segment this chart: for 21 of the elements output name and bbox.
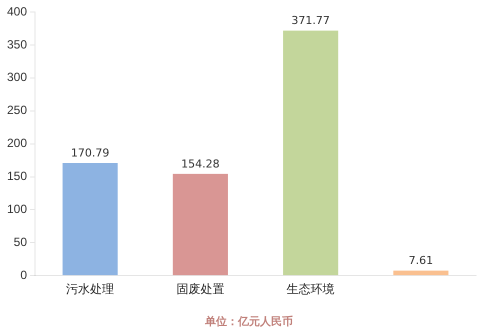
bar [393,270,448,276]
data-label: 371.77 [291,14,330,27]
y-tick-label: 50 [14,234,28,249]
text: 单位：亿元人民币 [205,314,293,329]
y-tick-label: 400 [6,4,28,18]
data-label: 7.61 [408,254,434,267]
x-tick-label: 固废处置 [176,282,224,296]
y-tick-label: 100 [6,202,28,216]
y-tick-label: 300 [6,70,28,84]
y-tick-label: 350 [6,37,28,52]
y-tick-label: 0 [20,268,28,282]
bar [283,30,338,276]
bar [172,174,228,276]
y-tick-label: 200 [6,136,28,150]
bar [62,163,118,276]
y-tick-label: 150 [6,169,28,184]
y-tick-label: 250 [6,103,28,118]
x-tick-label: 污水处理 [66,282,114,296]
data-label: 170.79 [70,146,110,160]
data-label: 154.28 [181,157,220,170]
x-tick-label: 生态环境 [286,282,335,296]
